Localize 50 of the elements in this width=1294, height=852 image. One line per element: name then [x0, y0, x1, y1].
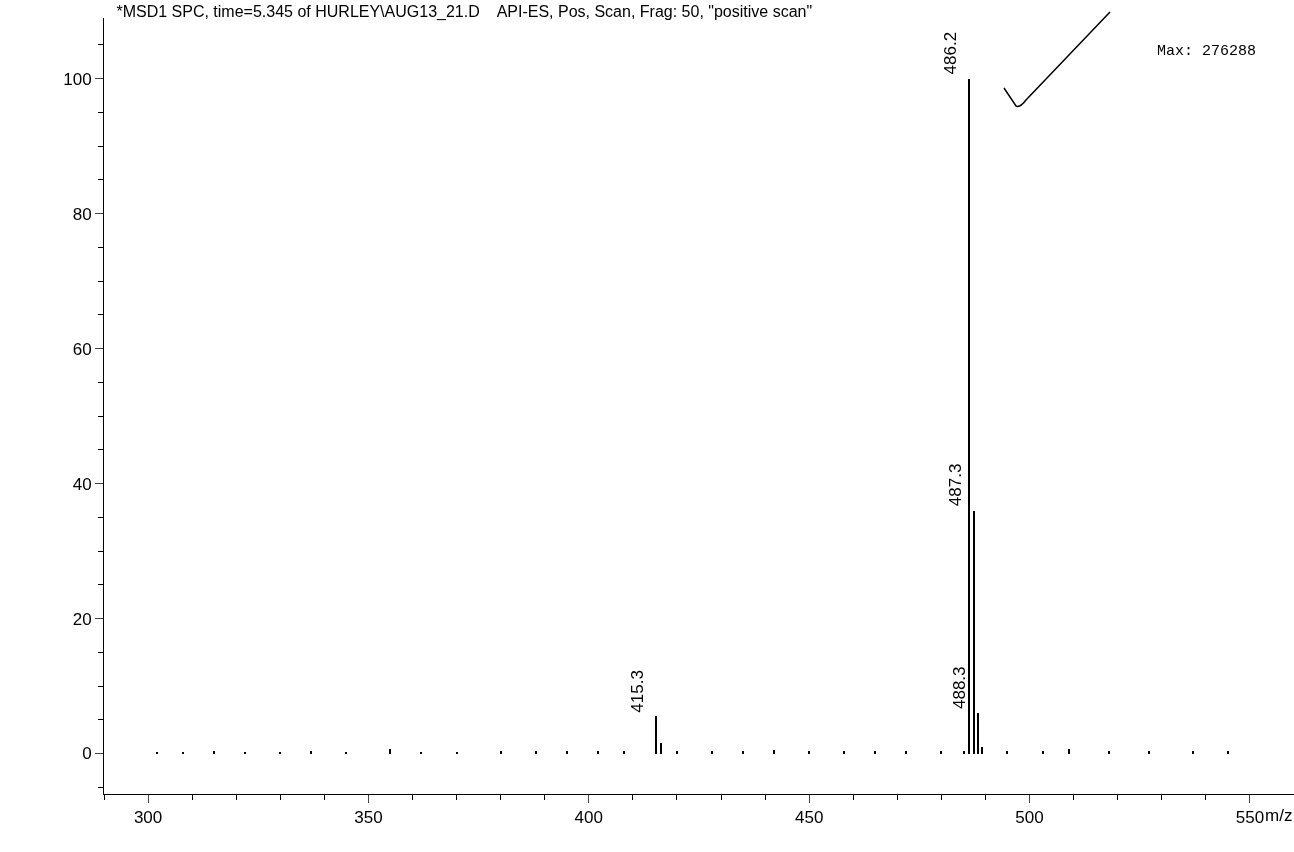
- bar: [905, 751, 907, 754]
- bar: [655, 716, 657, 754]
- y-tick-label: 100: [63, 69, 92, 89]
- bar: [535, 751, 537, 754]
- x-tick-label: 450: [795, 808, 824, 828]
- bar: [1006, 751, 1008, 754]
- bar: [213, 751, 215, 754]
- x-axis-title: m/z: [1265, 806, 1293, 825]
- y-tick-label: 20: [72, 609, 92, 629]
- bar: [676, 751, 678, 754]
- bar: [1042, 751, 1044, 754]
- bar: [742, 751, 744, 754]
- bar: [1192, 751, 1194, 754]
- x-tick-label: 550: [1235, 808, 1265, 828]
- bar: [1068, 749, 1070, 754]
- y-tick-label: 40: [72, 474, 92, 494]
- y-tick-label: 80: [72, 204, 92, 224]
- x-tick-label: 350: [354, 808, 383, 828]
- bar: [843, 751, 845, 754]
- bar: [566, 751, 568, 754]
- annotation: 486.2: [941, 31, 960, 75]
- bar: [981, 747, 983, 754]
- bar: [389, 749, 391, 754]
- bar: [1227, 751, 1229, 754]
- bar: [973, 511, 975, 754]
- bar: [711, 751, 713, 754]
- bar: [1148, 751, 1150, 754]
- annotation: 415.3: [627, 670, 647, 713]
- x-tick-label: 300: [133, 808, 163, 828]
- y-tick-label: 0: [82, 744, 92, 764]
- bar: [977, 713, 979, 754]
- bar: [310, 751, 312, 754]
- bar: [874, 751, 876, 754]
- y-tick-label: 60: [72, 339, 92, 359]
- bar: [500, 751, 502, 754]
- bar: [808, 751, 810, 754]
- annotation: 487.3: [945, 463, 965, 507]
- bar: [660, 743, 662, 754]
- bar: [963, 751, 965, 754]
- bar: [623, 751, 625, 754]
- bar: [773, 750, 775, 754]
- annotation: Max: 276288: [1157, 43, 1257, 60]
- bar: [940, 751, 942, 754]
- bar: [968, 79, 970, 754]
- x-tick-label: 400: [574, 808, 603, 828]
- bar: [1108, 751, 1110, 754]
- annotation: 488.3: [949, 666, 969, 710]
- bar: [597, 751, 599, 754]
- chart-title: *MSD1 SPC, time=5.345 of HURLEY\AUG13_21.D API-ES, Pos, Scan, Frag: 50, "positive scan": [116, 3, 813, 22]
- x-tick-label: 500: [1015, 808, 1044, 828]
